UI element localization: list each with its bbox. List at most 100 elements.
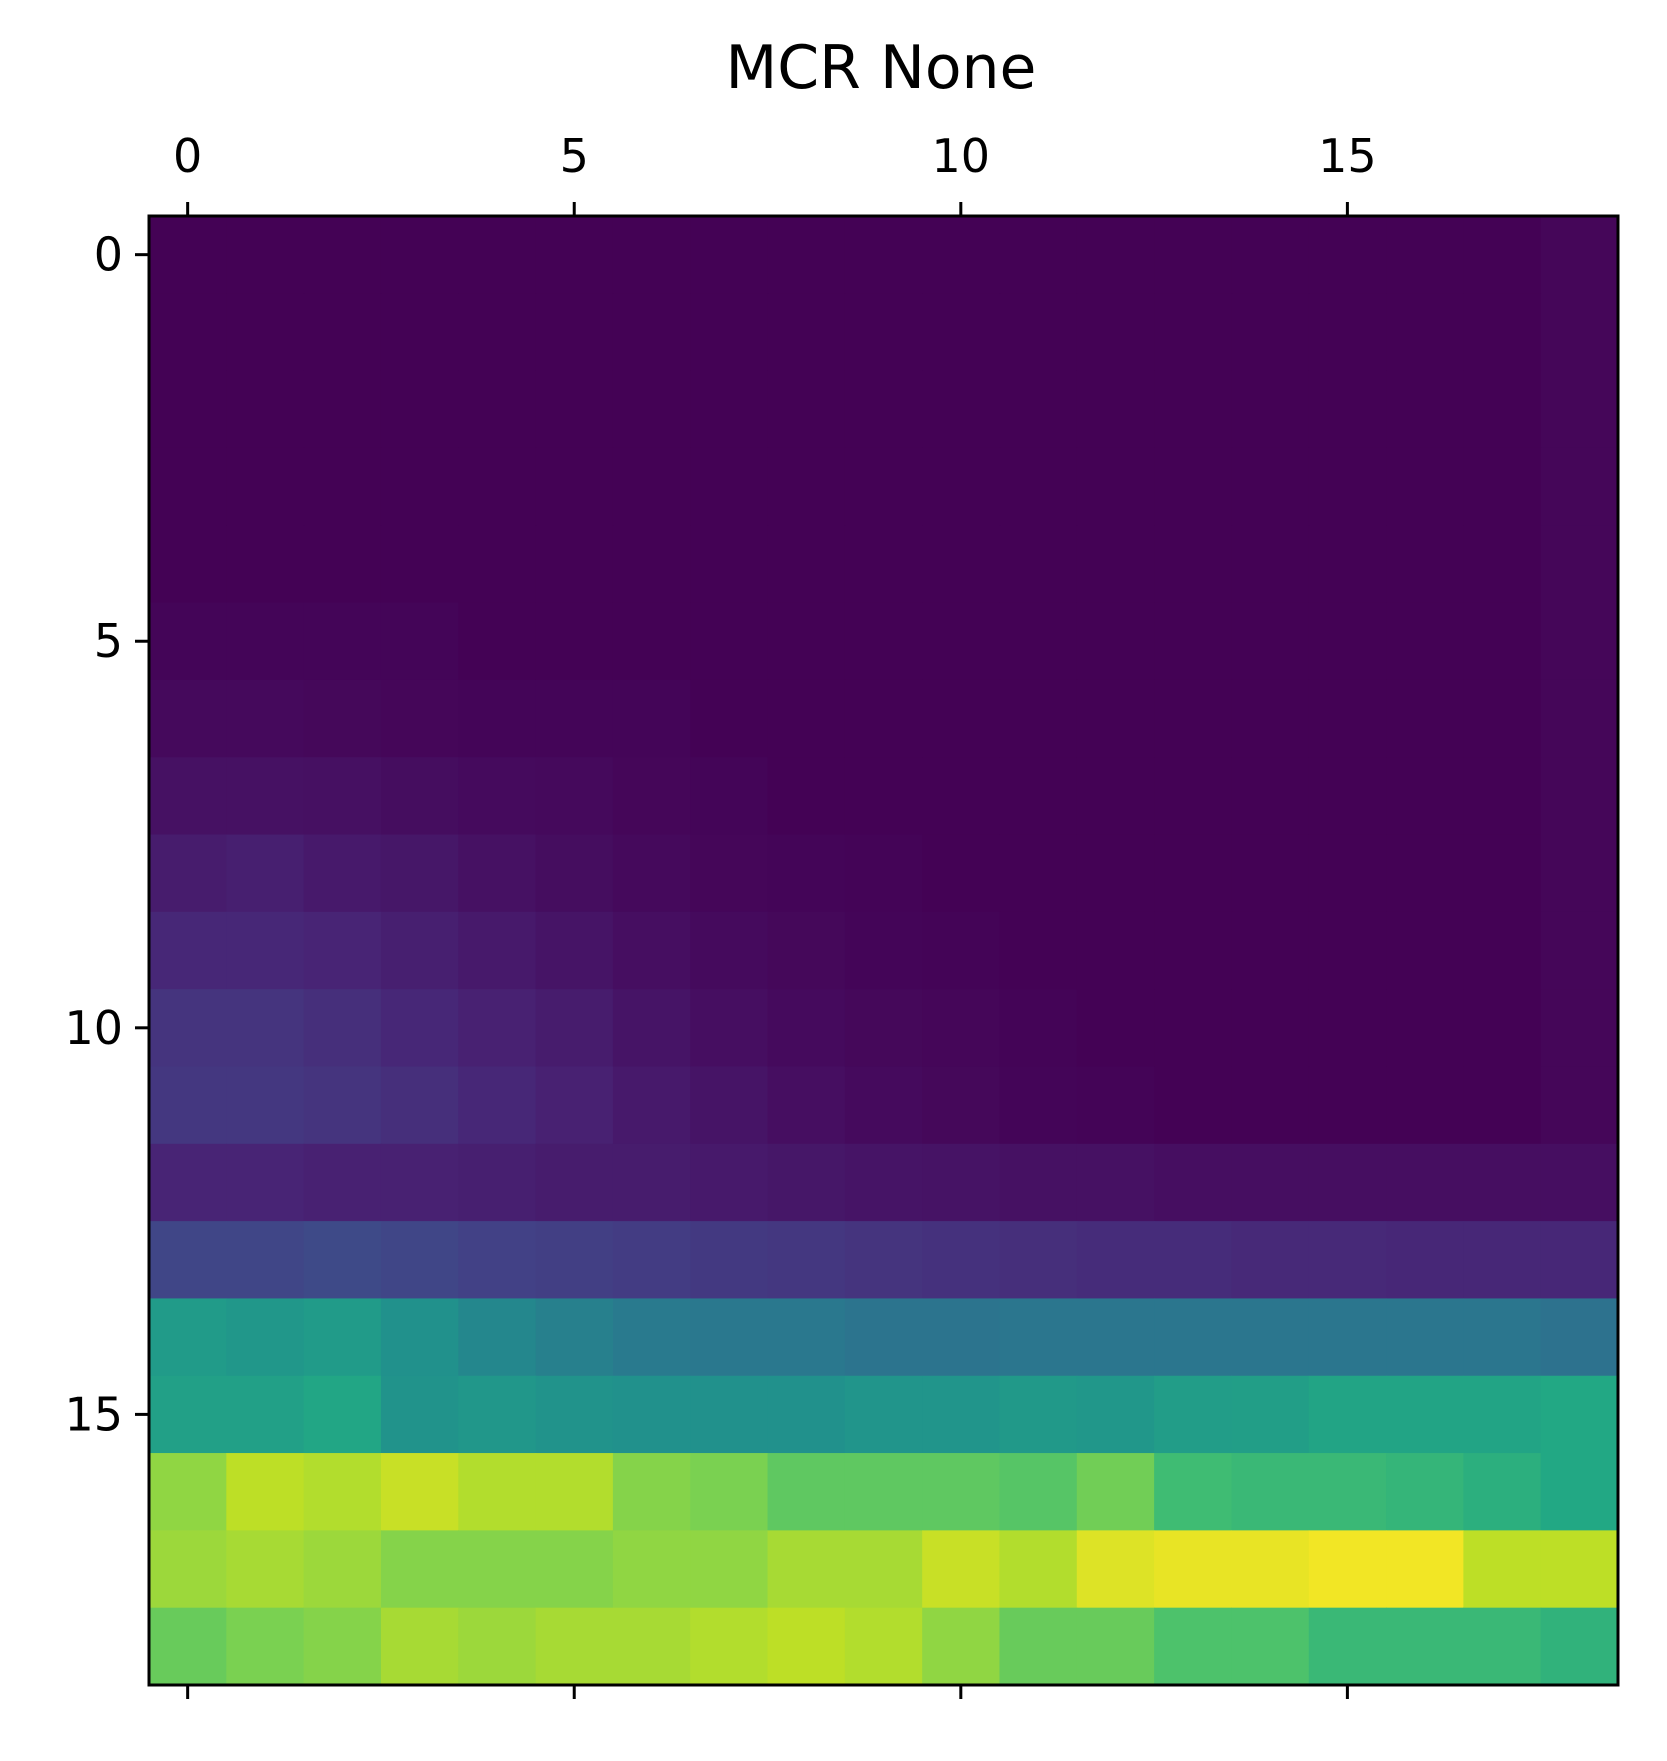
- heatmap-cell: [1308, 602, 1387, 681]
- heatmap-cell: [1540, 602, 1619, 681]
- heatmap-cell: [303, 1143, 382, 1222]
- heatmap-cell: [1231, 1375, 1310, 1454]
- heatmap-cell: [1231, 216, 1310, 294]
- heatmap-cell: [1154, 679, 1233, 758]
- heatmap-cell: [226, 989, 305, 1068]
- heatmap-cell: [226, 834, 305, 913]
- heatmap-cell: [535, 1607, 614, 1686]
- heatmap-cell: [149, 216, 227, 294]
- heatmap-cell: [1076, 1221, 1155, 1300]
- heatmap-cell: [999, 911, 1078, 990]
- heatmap-cell: [844, 293, 923, 372]
- heatmap-cell: [690, 216, 769, 294]
- heatmap-cell: [690, 602, 769, 681]
- heatmap-cell: [922, 834, 1001, 913]
- heatmap-cell: [1231, 1066, 1310, 1145]
- heatmap-cell: [226, 370, 305, 449]
- heatmap-cell: [999, 1143, 1078, 1222]
- heatmap-cell: [458, 834, 537, 913]
- axis-ticks: 0 5 10 15 0 5 10 15: [64, 129, 1377, 1699]
- heatmap-cell: [922, 1298, 1001, 1377]
- heatmap-cell: [380, 1607, 459, 1686]
- heatmap-cell: [1076, 1298, 1155, 1377]
- heatmap-cell: [226, 911, 305, 990]
- heatmap-cell: [1154, 1375, 1233, 1454]
- heatmap-cell: [535, 1453, 614, 1531]
- heatmap-cell: [922, 1066, 1001, 1145]
- heatmap-cell: [844, 1453, 923, 1531]
- heatmap-cell: [458, 1143, 537, 1222]
- heatmap-cell: [380, 1298, 459, 1377]
- heatmap-cell: [380, 293, 459, 372]
- heatmap-cell: [690, 1453, 769, 1531]
- heatmap-cell: [535, 757, 614, 836]
- heatmap-cell: [999, 370, 1078, 449]
- heatmap-cell: [1154, 989, 1233, 1068]
- heatmap-cell: [458, 1530, 537, 1609]
- heatmap-cell: [1386, 1221, 1464, 1300]
- heatmap-cell: [226, 447, 305, 526]
- heatmap-cell: [922, 447, 1001, 526]
- heatmap-cell: [380, 216, 459, 294]
- heatmap-cell: [612, 293, 691, 372]
- heatmap-cell: [922, 1530, 1001, 1609]
- heatmap-cell: [767, 1375, 846, 1454]
- heatmap-cell: [1540, 679, 1619, 758]
- heatmap-cell: [1463, 1453, 1542, 1531]
- heatmap-cell: [149, 1143, 227, 1222]
- heatmap-cell: [1463, 1530, 1542, 1609]
- heatmap-cell: [458, 370, 537, 449]
- heatmap-cell: [1076, 293, 1155, 372]
- heatmap-cell: [999, 1607, 1078, 1686]
- heatmap-cell: [999, 757, 1078, 836]
- heatmap-cell: [149, 1221, 227, 1300]
- heatmap-cell: [999, 1298, 1078, 1377]
- heatmap-cell: [1308, 525, 1387, 604]
- heatmap-cell: [767, 525, 846, 604]
- heatmap-cell: [612, 911, 691, 990]
- heatmap-cell: [535, 834, 614, 913]
- heatmap-cell: [1540, 1375, 1619, 1454]
- heatmap-cell: [767, 602, 846, 681]
- heatmap-cell: [999, 679, 1078, 758]
- heatmap-cells: [149, 216, 1619, 1686]
- heatmap-cell: [1308, 911, 1387, 990]
- heatmap-cell: [612, 525, 691, 604]
- heatmap-cell: [380, 1453, 459, 1531]
- heatmap-cell: [1076, 602, 1155, 681]
- heatmap-cell: [690, 1298, 769, 1377]
- heatmap-cell: [226, 1298, 305, 1377]
- heatmap-cell: [690, 447, 769, 526]
- heatmap-cell: [535, 989, 614, 1068]
- heatmap-cell: [458, 757, 537, 836]
- heatmap-cell: [999, 447, 1078, 526]
- heatmap-cell: [535, 293, 614, 372]
- heatmap-cell: [1540, 525, 1619, 604]
- heatmap-cell: [303, 447, 382, 526]
- heatmap-cell: [844, 834, 923, 913]
- heatmap-cell: [999, 989, 1078, 1068]
- heatmap-cell: [1308, 1375, 1387, 1454]
- heatmap-cell: [458, 602, 537, 681]
- y-tick-label: 10: [64, 1001, 123, 1055]
- heatmap-cell: [1308, 1298, 1387, 1377]
- heatmap-cell: [1231, 679, 1310, 758]
- heatmap-cell: [1076, 1530, 1155, 1609]
- heatmap-cell: [380, 1375, 459, 1454]
- heatmap-cell: [1386, 1453, 1464, 1531]
- heatmap-cell: [1540, 370, 1619, 449]
- heatmap-cell: [1463, 447, 1542, 526]
- heatmap-cell: [458, 525, 537, 604]
- heatmap-cell: [922, 1375, 1001, 1454]
- heatmap-cell: [922, 602, 1001, 681]
- heatmap-cell: [612, 1143, 691, 1222]
- heatmap-cell: [1540, 834, 1619, 913]
- heatmap-cell: [380, 1221, 459, 1300]
- heatmap-cell: [535, 447, 614, 526]
- heatmap-cell: [458, 679, 537, 758]
- heatmap-cell: [303, 1221, 382, 1300]
- heatmap-cell: [612, 602, 691, 681]
- heatmap-cell: [612, 1298, 691, 1377]
- heatmap-cell: [1076, 447, 1155, 526]
- heatmap-cell: [844, 370, 923, 449]
